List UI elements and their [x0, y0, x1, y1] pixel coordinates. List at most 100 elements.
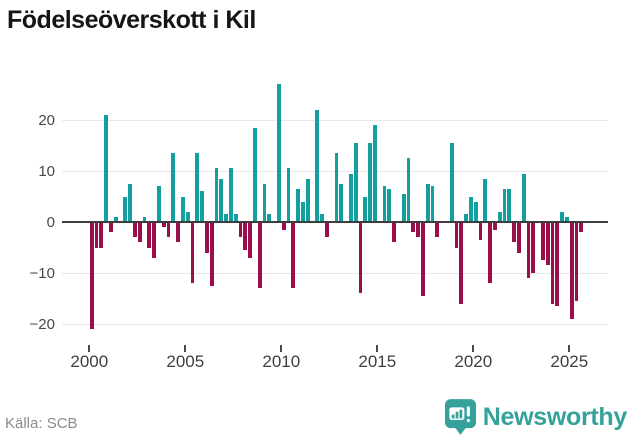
- x-axis-tick: [88, 345, 91, 352]
- data-bar: [502, 188, 507, 222]
- data-bar: [147, 222, 152, 248]
- data-bar: [320, 214, 324, 222]
- data-bar: [228, 168, 233, 222]
- data-bar: [512, 222, 516, 243]
- source-label: Källa: SCB: [5, 415, 78, 432]
- data-bar: [180, 196, 185, 222]
- x-axis-year-label: 2000: [70, 352, 109, 371]
- data-bar: [204, 222, 209, 253]
- y-gridline: [62, 273, 608, 274]
- data-bar: [420, 222, 425, 296]
- y-axis-tick-label: 0: [46, 214, 55, 231]
- data-bar: [142, 216, 147, 222]
- x-axis-tick: [376, 345, 379, 352]
- data-bar: [411, 222, 416, 233]
- data-bar: [257, 222, 262, 289]
- data-bar: [492, 222, 497, 230]
- x-axis-year-label: 2010: [262, 352, 301, 371]
- data-bar: [550, 222, 555, 304]
- data-bar: [574, 222, 579, 301]
- data-bar: [569, 222, 574, 319]
- data-bar: [248, 222, 252, 258]
- x-axis-year-label: 2025: [550, 352, 589, 371]
- data-bar: [517, 222, 521, 253]
- data-bar: [488, 222, 492, 284]
- data-bar: [387, 188, 392, 222]
- y-gridline: [62, 120, 608, 121]
- data-bar: [161, 222, 166, 228]
- y-axis-tick-label: 20: [38, 112, 55, 129]
- data-bar: [541, 222, 545, 261]
- data-bar: [305, 178, 310, 222]
- data-bar: [89, 222, 94, 330]
- brand-wordmark: Newsworthy: [482, 402, 628, 431]
- data-bar: [565, 216, 569, 222]
- data-bar: [401, 193, 406, 222]
- data-bar: [468, 196, 473, 222]
- data-bar: [363, 196, 368, 222]
- data-bar: [382, 186, 387, 222]
- data-bar: [531, 222, 536, 273]
- x-axis-year-label: 2015: [358, 352, 397, 371]
- data-bar: [252, 127, 257, 222]
- data-bar: [209, 222, 214, 286]
- data-bar: [238, 222, 243, 238]
- data-bar: [555, 222, 560, 307]
- data-bar: [315, 109, 320, 222]
- x-axis-tick: [568, 345, 571, 352]
- data-bar: [449, 142, 454, 222]
- data-bar: [171, 153, 176, 222]
- data-bar: [425, 183, 430, 223]
- data-bar: [435, 222, 440, 238]
- x-axis-tick: [184, 345, 187, 352]
- data-bar: [224, 214, 228, 222]
- data-bar: [262, 183, 267, 223]
- brand-logo: Newsworthy: [444, 399, 628, 435]
- data-bar: [137, 222, 142, 243]
- data-bar: [579, 222, 584, 233]
- data-bar: [300, 201, 305, 222]
- data-bar: [507, 188, 512, 222]
- data-bar: [392, 222, 396, 243]
- data-bar: [464, 214, 468, 222]
- data-bar: [190, 222, 195, 284]
- data-bar: [478, 222, 483, 240]
- data-bar: [348, 173, 353, 222]
- x-axis-tick: [280, 345, 283, 352]
- y-axis-tick-label: 10: [38, 163, 55, 180]
- y-gridline: [62, 324, 608, 325]
- data-bar: [152, 222, 156, 258]
- data-bar: [200, 191, 204, 222]
- data-bar: [545, 222, 550, 266]
- data-bar: [219, 178, 224, 222]
- data-bar: [286, 168, 291, 222]
- data-bar: [276, 84, 281, 222]
- x-axis-year-label: 2020: [454, 352, 493, 371]
- data-bar: [233, 214, 238, 222]
- data-bar: [156, 186, 161, 222]
- data-bar: [132, 222, 137, 238]
- data-bar: [113, 216, 118, 222]
- data-bar: [526, 222, 531, 279]
- x-axis-tick: [472, 345, 475, 352]
- data-bar: [339, 183, 344, 223]
- data-bar: [185, 211, 190, 222]
- data-bar: [459, 222, 464, 304]
- data-bar: [195, 153, 200, 222]
- data-bar: [296, 188, 300, 222]
- data-bar: [372, 125, 377, 222]
- y-axis-tick-label: −20: [29, 316, 55, 333]
- data-bar: [166, 222, 171, 238]
- data-bar: [430, 186, 435, 222]
- data-bar: [243, 222, 248, 250]
- newsworthy-badge-icon: [444, 399, 476, 435]
- data-bar: [353, 142, 358, 222]
- data-bar: [358, 222, 363, 294]
- data-bar: [99, 222, 104, 248]
- data-bar: [483, 178, 488, 222]
- data-bar: [324, 222, 329, 238]
- data-bar: [128, 183, 132, 223]
- x-axis-year-label: 2005: [166, 352, 205, 371]
